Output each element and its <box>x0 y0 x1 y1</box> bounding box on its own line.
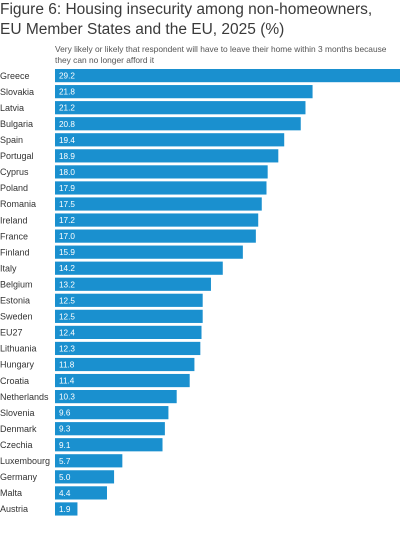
category-label: Luxembourg <box>0 456 50 466</box>
bar <box>55 390 177 404</box>
value-label: 15.9 <box>59 248 75 257</box>
value-label: 9.1 <box>59 441 71 450</box>
category-label: Slovenia <box>0 408 35 418</box>
bar <box>55 165 268 179</box>
bar <box>55 373 190 388</box>
bar <box>55 149 279 163</box>
value-label: 19.4 <box>59 136 75 145</box>
bar <box>55 133 285 147</box>
category-label: Austria <box>0 504 28 514</box>
value-label: 11.8 <box>59 361 75 370</box>
category-label: Germany <box>0 472 38 482</box>
category-label: Greece <box>0 71 30 81</box>
category-label: Malta <box>0 488 22 498</box>
bar <box>55 245 243 259</box>
value-label: 29.2 <box>59 72 75 81</box>
category-label: Czechia <box>0 440 33 450</box>
category-label: EU27 <box>0 328 23 338</box>
category-label: Bulgaria <box>0 119 33 129</box>
value-label: 9.6 <box>59 409 71 418</box>
value-label: 17.9 <box>59 184 75 193</box>
value-label: 12.5 <box>59 296 75 305</box>
category-label: Netherlands <box>0 392 49 402</box>
category-label: Sweden <box>0 312 33 322</box>
value-label: 5.0 <box>59 473 71 482</box>
bar <box>55 117 301 131</box>
value-label: 11.4 <box>59 377 75 386</box>
category-label: Hungary <box>0 360 35 370</box>
category-label: Finland <box>0 247 30 257</box>
value-label: 17.2 <box>59 216 75 225</box>
value-label: 10.3 <box>59 393 75 402</box>
value-label: 14.2 <box>59 264 75 273</box>
bar <box>55 181 267 195</box>
bar <box>55 357 195 372</box>
value-label: 4.4 <box>59 489 71 498</box>
bar <box>55 101 306 115</box>
chart-subtitle: Very likely or likely that respondent wi… <box>55 44 387 65</box>
category-label: Estonia <box>0 296 30 306</box>
bar <box>55 406 169 420</box>
value-label: 13.2 <box>59 280 75 289</box>
category-label: Denmark <box>0 424 37 434</box>
bar <box>55 85 313 99</box>
value-label: 1.9 <box>59 505 71 514</box>
bar <box>55 422 165 436</box>
bar <box>55 293 203 307</box>
bar <box>55 309 203 323</box>
category-label: Spain <box>0 135 23 145</box>
bar <box>55 438 163 452</box>
category-label: Croatia <box>0 376 29 386</box>
bar <box>55 197 262 211</box>
category-label: Ireland <box>0 215 28 225</box>
value-label: 18.9 <box>59 152 75 161</box>
value-label: 17.0 <box>59 232 75 241</box>
bar <box>55 213 259 227</box>
category-label: Lithuania <box>0 344 37 354</box>
bar <box>55 502 78 516</box>
category-label: Latvia <box>0 103 24 113</box>
value-label: 20.8 <box>59 120 75 129</box>
bar <box>55 325 202 339</box>
bar <box>55 454 123 468</box>
chart-title: Figure 6: Housing insecurity among non-h… <box>0 1 373 38</box>
value-label: 18.0 <box>59 168 75 177</box>
category-label: Cyprus <box>0 167 29 177</box>
category-label: Belgium <box>0 279 33 289</box>
category-label: Slovakia <box>0 87 34 97</box>
value-label: 21.8 <box>59 88 75 97</box>
value-label: 17.5 <box>59 200 75 209</box>
bar <box>55 486 107 500</box>
category-label: Romania <box>0 199 36 209</box>
value-label: 9.3 <box>59 425 71 434</box>
value-label: 12.5 <box>59 312 75 321</box>
bar <box>55 277 211 291</box>
value-label: 5.7 <box>59 457 71 466</box>
category-label: France <box>0 231 28 241</box>
category-label: Poland <box>0 183 28 193</box>
bar <box>55 261 223 275</box>
value-label: 21.2 <box>59 104 75 113</box>
category-label: Italy <box>0 263 17 273</box>
value-label: 12.4 <box>59 328 75 337</box>
category-label: Portugal <box>0 151 34 161</box>
bar <box>55 470 115 484</box>
bar <box>55 229 256 243</box>
bar <box>55 341 201 356</box>
bar <box>55 69 400 83</box>
value-label: 12.3 <box>59 344 75 353</box>
